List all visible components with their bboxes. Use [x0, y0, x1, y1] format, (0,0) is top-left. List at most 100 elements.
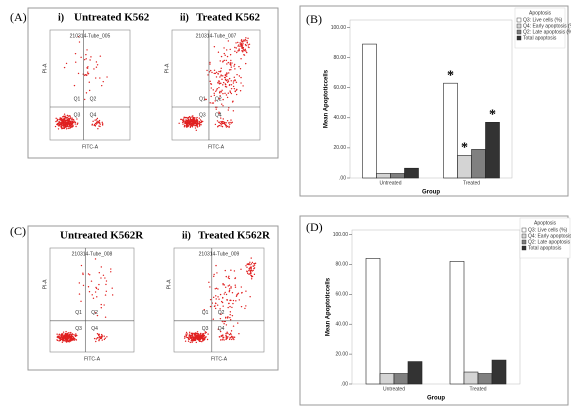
event-dot — [230, 122, 233, 124]
event-dot — [212, 89, 214, 91]
event-dot — [63, 66, 66, 69]
event-dot — [193, 334, 196, 336]
event-dot — [61, 124, 63, 126]
event-dot — [206, 69, 208, 72]
y-tick-label: .00 — [341, 381, 348, 387]
event-dot — [196, 116, 198, 119]
quadrant-label: Q2 — [218, 310, 225, 316]
event-dot — [78, 293, 81, 295]
event-dot — [85, 92, 88, 94]
event-dot — [198, 125, 201, 127]
event-dot — [188, 115, 191, 118]
panel-label: (A) — [10, 10, 27, 24]
event-dot — [227, 277, 230, 279]
event-dot — [63, 125, 65, 127]
event-dot — [75, 335, 77, 338]
event-dot — [221, 339, 223, 341]
significance-mark: * — [447, 68, 454, 83]
event-dot — [232, 337, 234, 339]
x-tick-label: Treated — [463, 180, 480, 186]
event-dot — [95, 119, 98, 121]
bar — [376, 173, 391, 179]
plot-area — [351, 229, 521, 385]
event-dot — [87, 71, 89, 73]
event-dot — [61, 334, 63, 337]
event-dot — [217, 51, 220, 53]
event-dot — [66, 340, 68, 343]
event-dot — [226, 331, 228, 333]
event-dot — [229, 305, 231, 308]
event-dot — [228, 333, 231, 336]
event-dot — [229, 90, 231, 92]
event-dot — [71, 118, 73, 121]
event-dot — [223, 323, 225, 325]
event-dot — [218, 298, 220, 300]
event-dot — [71, 125, 74, 128]
event-dot — [230, 59, 232, 62]
event-dot — [183, 124, 186, 127]
event-dot — [67, 335, 70, 337]
event-dot — [230, 64, 232, 66]
event-dot — [88, 89, 91, 92]
event-dot — [111, 287, 113, 289]
bar — [407, 361, 423, 385]
event-dot — [217, 328, 219, 330]
legend-swatch — [516, 29, 522, 35]
event-dot — [91, 294, 93, 296]
event-dot — [226, 75, 228, 78]
event-dot — [245, 305, 247, 307]
event-dot — [227, 109, 230, 111]
event-dot — [232, 325, 235, 327]
event-dot — [195, 341, 198, 344]
event-dot — [223, 76, 226, 79]
event-dot — [198, 122, 200, 125]
event-dot — [191, 341, 193, 344]
event-dot — [233, 336, 236, 338]
event-dot — [188, 331, 191, 334]
event-dot — [238, 44, 240, 46]
event-dot — [214, 305, 216, 307]
event-dot — [215, 71, 218, 74]
event-dot — [200, 120, 203, 122]
event-dot — [235, 81, 238, 83]
event-dot — [240, 82, 242, 84]
event-dot — [62, 331, 65, 333]
event-dot — [182, 121, 184, 124]
event-dot — [185, 336, 188, 338]
event-dot — [186, 333, 188, 335]
event-dot — [228, 72, 230, 74]
event-dot — [55, 120, 57, 123]
event-dot — [215, 89, 218, 91]
event-dot — [213, 275, 215, 278]
event-dot — [204, 98, 206, 100]
event-dot — [196, 125, 198, 127]
event-dot — [250, 269, 252, 272]
y-axis-label: PI-A — [166, 279, 172, 289]
x-tick-label: Treated — [469, 386, 486, 392]
event-dot — [221, 125, 224, 128]
quadrant-label: Q4 — [215, 112, 222, 118]
event-dot — [229, 314, 231, 316]
event-dot — [86, 74, 88, 77]
bar — [485, 122, 500, 179]
event-dot — [66, 123, 68, 125]
event-dot — [195, 332, 197, 335]
event-dot — [230, 92, 233, 95]
event-dot — [220, 82, 222, 85]
event-dot — [71, 333, 73, 336]
event-dot — [94, 312, 97, 314]
event-dot — [84, 74, 86, 77]
event-dot — [228, 77, 231, 80]
event-dot — [181, 118, 183, 121]
event-dot — [195, 335, 197, 337]
event-dot — [64, 121, 67, 123]
x-tick-label: Untreated — [383, 386, 405, 392]
event-dot — [91, 124, 93, 126]
event-dot — [246, 42, 248, 44]
event-dot — [75, 338, 77, 341]
event-dot — [62, 127, 64, 129]
event-dot — [226, 81, 229, 83]
event-dot — [238, 299, 241, 301]
event-dot — [74, 121, 76, 123]
event-dot — [219, 339, 222, 341]
